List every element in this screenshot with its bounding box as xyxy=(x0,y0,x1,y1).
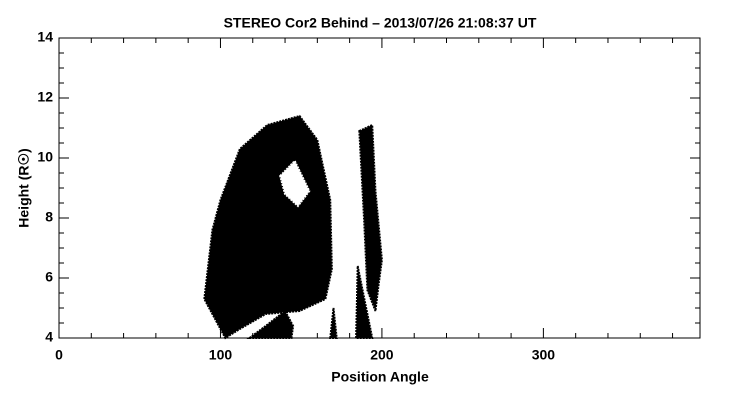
y-tick-label: 12 xyxy=(37,89,53,105)
y-tick-label: 14 xyxy=(37,29,53,45)
x-tick-label: 0 xyxy=(55,347,63,363)
x-tick-label: 100 xyxy=(209,347,233,363)
plot-frame xyxy=(58,37,701,339)
x-tick-label: 300 xyxy=(532,347,556,363)
region xyxy=(246,309,295,339)
y-tick-label: 10 xyxy=(37,149,53,165)
region xyxy=(279,159,311,208)
x-tick-label: 200 xyxy=(370,347,394,363)
y-tick-label: 6 xyxy=(45,269,53,285)
region xyxy=(203,114,333,340)
y-axis-label: Height (R☉) xyxy=(16,148,32,227)
region xyxy=(358,123,383,312)
region xyxy=(329,307,338,339)
x-axis-label: Position Angle xyxy=(331,369,429,385)
chart-title: STEREO Cor2 Behind – 2013/07/26 21:08:37… xyxy=(224,15,537,31)
y-tick-label: 8 xyxy=(45,209,53,225)
y-tick-label: 4 xyxy=(45,329,53,345)
